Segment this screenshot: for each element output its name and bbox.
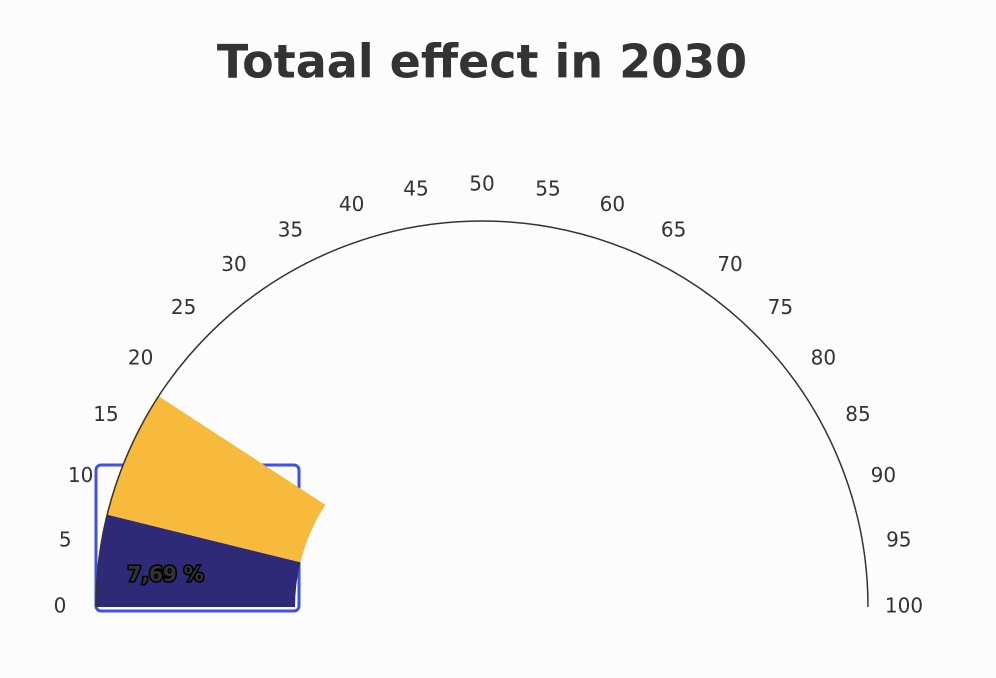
gauge-segment bbox=[96, 514, 301, 607]
tick-label: 95 bbox=[886, 527, 911, 551]
data-label: 7,69 % bbox=[128, 562, 204, 586]
tick-label: 65 bbox=[661, 217, 686, 241]
tick-label: 20 bbox=[128, 345, 153, 369]
tick-label: 0 bbox=[54, 594, 67, 618]
tick-label: 10 bbox=[68, 463, 93, 487]
tick-label: 35 bbox=[278, 217, 303, 241]
tick-label: 55 bbox=[535, 177, 560, 201]
tick-label: 100 bbox=[885, 594, 923, 618]
tick-label: 70 bbox=[717, 252, 742, 276]
tick-label: 40 bbox=[339, 192, 364, 216]
tick-label: 5 bbox=[59, 527, 72, 551]
tick-label: 30 bbox=[221, 252, 246, 276]
tick-label: 85 bbox=[845, 402, 870, 426]
tick-label: 45 bbox=[403, 177, 428, 201]
tick-label: 90 bbox=[871, 463, 896, 487]
tick-label: 25 bbox=[171, 295, 196, 319]
tick-label: 75 bbox=[768, 295, 793, 319]
axis-arc bbox=[95, 220, 869, 608]
chart-title: Totaal effect in 2030 bbox=[217, 35, 747, 89]
gauge-segment bbox=[107, 396, 326, 563]
axis: 0 5 10 15 20 25 30 35 40 45 50 55 60 65 70 75 80 85 90 95 10… bbox=[54, 172, 923, 618]
tick-label: 50 bbox=[469, 172, 494, 196]
tick-label: 60 bbox=[600, 192, 625, 216]
tick-label: 15 bbox=[93, 402, 118, 426]
tick-label: 80 bbox=[811, 345, 836, 369]
segments bbox=[96, 396, 326, 607]
